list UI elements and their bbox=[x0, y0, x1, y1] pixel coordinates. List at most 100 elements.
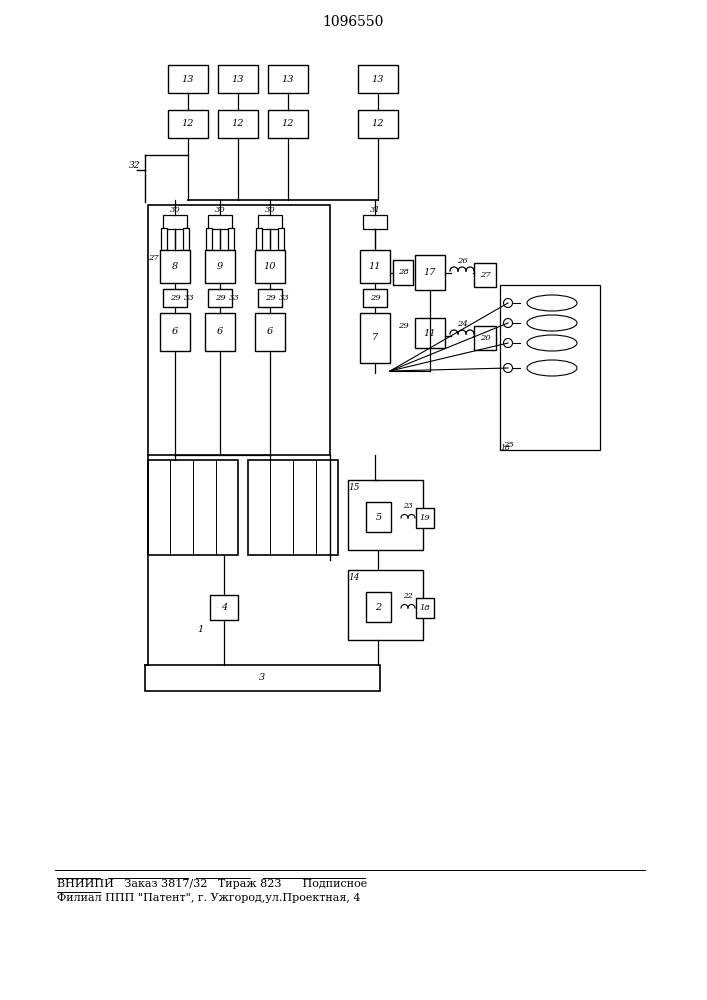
Text: 11: 11 bbox=[369, 262, 381, 271]
Text: 9: 9 bbox=[217, 262, 223, 271]
Bar bbox=[248, 460, 338, 555]
Text: 31: 31 bbox=[370, 206, 380, 214]
Text: 30: 30 bbox=[264, 206, 275, 214]
Text: 26: 26 bbox=[457, 257, 467, 265]
Bar bbox=[415, 255, 445, 290]
Text: 28: 28 bbox=[397, 268, 409, 276]
Bar bbox=[218, 65, 258, 93]
Text: 14: 14 bbox=[349, 574, 360, 582]
Bar bbox=[163, 215, 187, 229]
Bar bbox=[163, 289, 187, 307]
Bar bbox=[268, 65, 308, 93]
Text: 8: 8 bbox=[172, 262, 178, 271]
Text: 1096550: 1096550 bbox=[322, 15, 384, 29]
Text: 23: 23 bbox=[403, 502, 413, 510]
Text: 18: 18 bbox=[420, 604, 431, 612]
Text: 1: 1 bbox=[197, 626, 203, 635]
Text: 29: 29 bbox=[370, 294, 380, 302]
Text: 7: 7 bbox=[372, 334, 378, 342]
Text: 6: 6 bbox=[267, 328, 273, 336]
Text: 33: 33 bbox=[279, 294, 289, 302]
Text: 2: 2 bbox=[375, 602, 382, 611]
Text: 17: 17 bbox=[423, 268, 436, 277]
Text: 5: 5 bbox=[375, 512, 382, 522]
Bar bbox=[208, 215, 232, 229]
Bar bbox=[148, 205, 330, 455]
Bar bbox=[218, 110, 258, 138]
Bar bbox=[145, 665, 380, 691]
Text: 24: 24 bbox=[457, 320, 467, 328]
Text: 32: 32 bbox=[129, 160, 141, 169]
Bar bbox=[206, 228, 212, 250]
Bar bbox=[348, 480, 423, 550]
Bar bbox=[258, 215, 282, 229]
Bar bbox=[474, 263, 496, 287]
Bar bbox=[208, 289, 232, 307]
Bar bbox=[183, 228, 189, 250]
Bar bbox=[366, 592, 391, 622]
Text: 13: 13 bbox=[282, 75, 294, 84]
Text: 30: 30 bbox=[170, 206, 180, 214]
Bar bbox=[168, 110, 208, 138]
Bar bbox=[474, 326, 496, 350]
Bar bbox=[205, 250, 235, 283]
Bar bbox=[363, 289, 387, 307]
Bar bbox=[168, 65, 208, 93]
Text: Филиал ППП "Патент", г. Ужгород,ул.Проектная, 4: Филиал ППП "Патент", г. Ужгород,ул.Проек… bbox=[57, 893, 361, 903]
Bar bbox=[148, 460, 238, 555]
Text: 12: 12 bbox=[372, 119, 384, 128]
Text: 4: 4 bbox=[221, 603, 227, 612]
Text: 30: 30 bbox=[215, 206, 226, 214]
Text: 20: 20 bbox=[479, 334, 491, 342]
Text: 11: 11 bbox=[423, 328, 436, 338]
Bar bbox=[268, 110, 308, 138]
Text: 29: 29 bbox=[264, 294, 275, 302]
Bar bbox=[358, 65, 398, 93]
Text: 33: 33 bbox=[228, 294, 240, 302]
Bar bbox=[255, 250, 285, 283]
Text: 6: 6 bbox=[217, 328, 223, 336]
Bar bbox=[393, 260, 413, 285]
Text: 29: 29 bbox=[215, 294, 226, 302]
Text: 29: 29 bbox=[397, 322, 409, 330]
Bar bbox=[255, 313, 285, 351]
Bar bbox=[363, 215, 387, 229]
Bar bbox=[205, 313, 235, 351]
Text: 15: 15 bbox=[349, 484, 360, 492]
Bar bbox=[160, 250, 190, 283]
Text: 22: 22 bbox=[403, 592, 413, 600]
Text: 10: 10 bbox=[264, 262, 276, 271]
Text: 18: 18 bbox=[500, 444, 510, 452]
Bar bbox=[366, 502, 391, 532]
Bar bbox=[160, 313, 190, 351]
Text: 19: 19 bbox=[420, 514, 431, 522]
Bar bbox=[358, 110, 398, 138]
Text: 33: 33 bbox=[184, 294, 194, 302]
Text: 3: 3 bbox=[259, 674, 266, 682]
Text: ВНИИПИ   Заказ 3817/32   Тираж 823      Подписное: ВНИИПИ Заказ 3817/32 Тираж 823 Подписное bbox=[57, 879, 367, 889]
Text: 6: 6 bbox=[172, 328, 178, 336]
Bar bbox=[416, 598, 434, 618]
Bar bbox=[416, 508, 434, 528]
Bar bbox=[360, 250, 390, 283]
Bar bbox=[500, 285, 600, 450]
Text: 27: 27 bbox=[479, 271, 491, 279]
Bar bbox=[258, 289, 282, 307]
Text: 12: 12 bbox=[282, 119, 294, 128]
Bar bbox=[360, 313, 390, 363]
Bar bbox=[210, 595, 238, 620]
Bar bbox=[415, 318, 445, 348]
Text: 25: 25 bbox=[503, 441, 513, 449]
Text: 13: 13 bbox=[232, 75, 244, 84]
Text: 27: 27 bbox=[148, 254, 158, 262]
Text: 12: 12 bbox=[182, 119, 194, 128]
Bar bbox=[256, 228, 262, 250]
Bar bbox=[161, 228, 167, 250]
Bar bbox=[348, 570, 423, 640]
Text: 12: 12 bbox=[232, 119, 244, 128]
Text: 29: 29 bbox=[170, 294, 180, 302]
Bar bbox=[228, 228, 234, 250]
Text: 13: 13 bbox=[182, 75, 194, 84]
Text: 13: 13 bbox=[372, 75, 384, 84]
Bar bbox=[278, 228, 284, 250]
